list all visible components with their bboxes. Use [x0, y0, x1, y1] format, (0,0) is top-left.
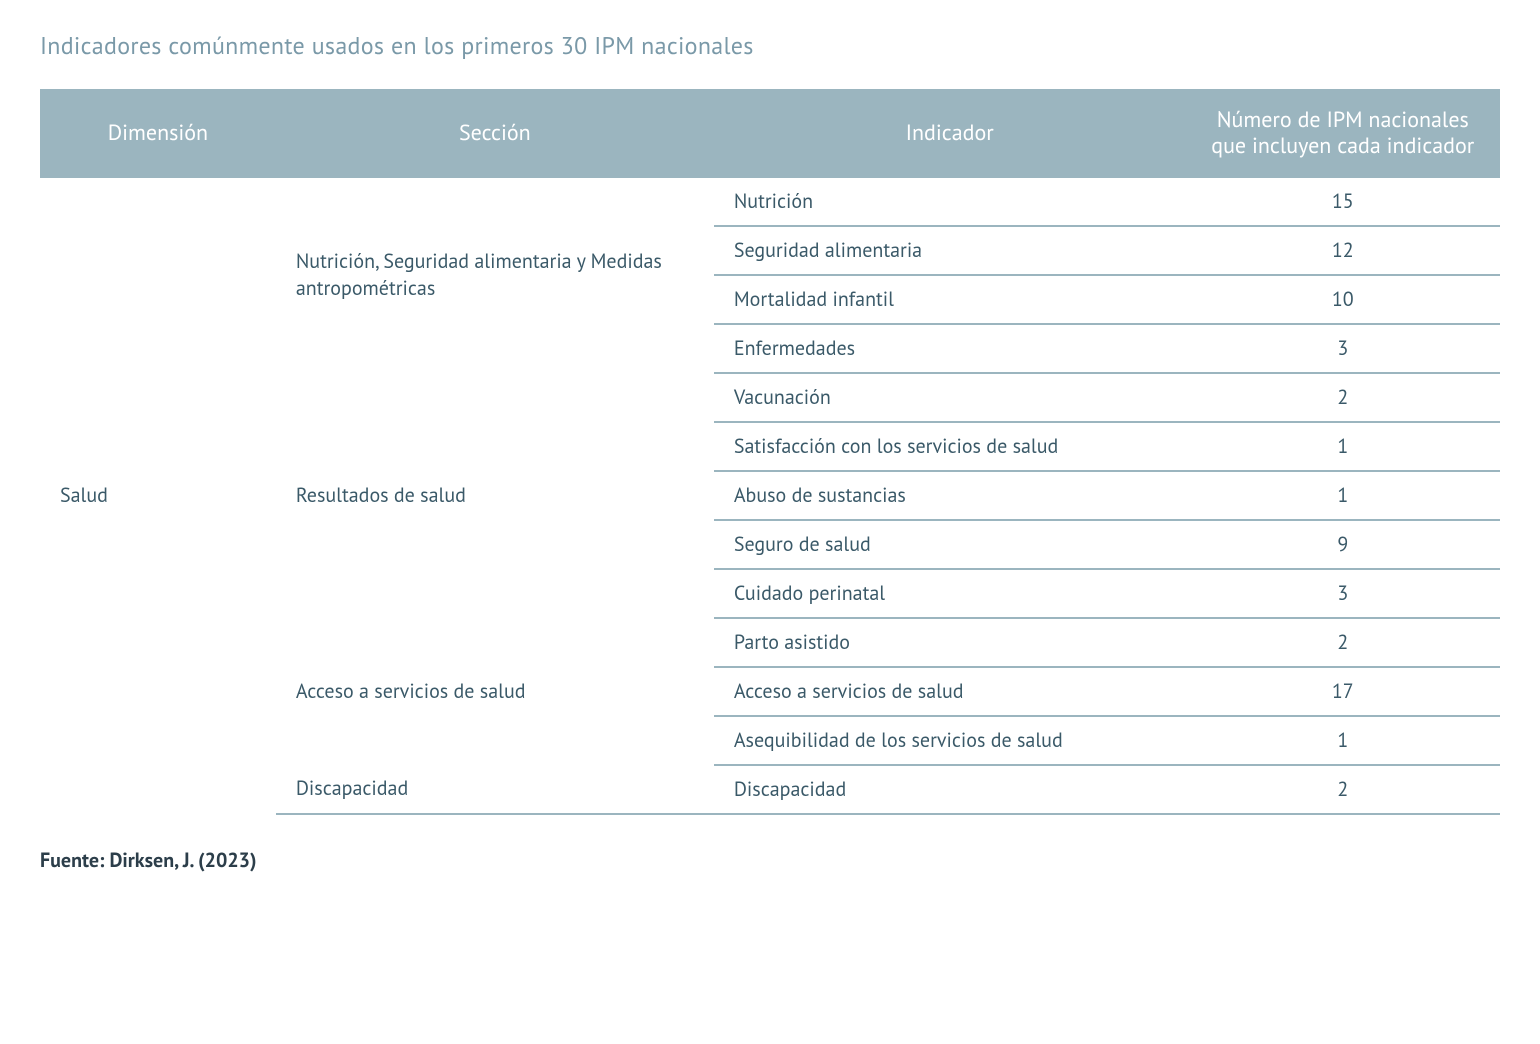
indicator-cell: Vacunación [714, 373, 1186, 422]
section-cell: Nutrición, Seguridad alimentaria y Medid… [276, 178, 714, 373]
count-cell: 3 [1186, 324, 1500, 373]
count-cell: 1 [1186, 422, 1500, 471]
count-cell: 3 [1186, 569, 1500, 618]
count-cell: 15 [1186, 178, 1500, 226]
dimension-cell: Salud [40, 178, 276, 814]
indicator-cell: Seguridad alimentaria [714, 226, 1186, 275]
count-cell: 2 [1186, 765, 1500, 814]
count-cell: 2 [1186, 618, 1500, 667]
indicator-cell: Acceso a servicios de salud [714, 667, 1186, 716]
indicator-cell: Asequibilidad de los servicios de salud [714, 716, 1186, 765]
header-section: Sección [276, 89, 714, 178]
indicators-table: Dimensión Sección Indicador Número de IP… [40, 89, 1500, 815]
table-row: Salud Nutrición, Seguridad alimentaria y… [40, 178, 1500, 226]
table-title: Indicadores comúnmente usados en los pri… [40, 30, 1500, 61]
indicator-cell: Discapacidad [714, 765, 1186, 814]
count-cell: 9 [1186, 520, 1500, 569]
count-cell: 1 [1186, 471, 1500, 520]
section-cell: Acceso a servicios de salud [276, 618, 714, 765]
indicator-cell: Parto asistido [714, 618, 1186, 667]
count-cell: 17 [1186, 667, 1500, 716]
count-cell: 12 [1186, 226, 1500, 275]
indicator-cell: Mortalidad infantil [714, 275, 1186, 324]
indicator-cell: Enfermedades [714, 324, 1186, 373]
header-indicator: Indicador [714, 89, 1186, 178]
indicator-cell: Satisfacción con los servicios de salud [714, 422, 1186, 471]
header-dimension: Dimensión [40, 89, 276, 178]
indicator-cell: Cuidado perinatal [714, 569, 1186, 618]
count-cell: 2 [1186, 373, 1500, 422]
source-citation: Fuente: Dirksen, J. (2023) [40, 847, 1500, 873]
count-cell: 10 [1186, 275, 1500, 324]
indicator-cell: Nutrición [714, 178, 1186, 226]
indicator-cell: Abuso de sustancias [714, 471, 1186, 520]
header-count: Número de IPM nacionales que incluyen ca… [1186, 89, 1500, 178]
section-cell: Discapacidad [276, 765, 714, 814]
section-cell: Resultados de salud [276, 373, 714, 618]
indicator-cell: Seguro de salud [714, 520, 1186, 569]
count-cell: 1 [1186, 716, 1500, 765]
